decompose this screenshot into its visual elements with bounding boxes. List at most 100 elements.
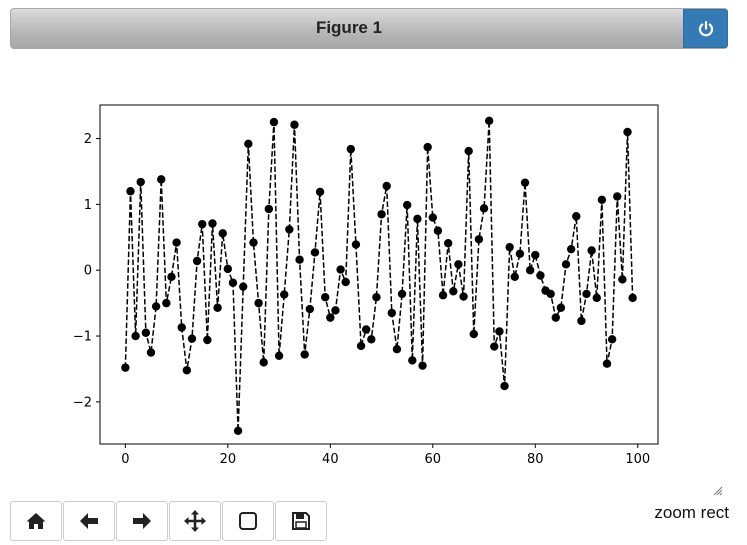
data-point [413,214,422,224]
data-point [505,242,514,252]
data-point [131,331,140,341]
data-point [515,249,525,258]
data-point [474,235,484,244]
data-point [597,195,607,204]
data-point [321,293,330,302]
data-point [623,127,632,137]
data-point [582,289,591,299]
data-point [618,275,627,284]
data-point [546,289,555,299]
data-point [269,117,279,127]
data-point [454,260,463,269]
data-point [290,120,299,129]
data-point [167,272,176,281]
resize-grip-icon[interactable] [712,485,724,497]
data-point [551,313,560,322]
data-point [556,303,566,312]
data-point [572,212,581,221]
x-tick-label: 20 [220,452,237,467]
data-point [428,213,437,222]
data-point [382,181,391,191]
back-button[interactable] [63,501,115,541]
data-point [561,260,571,269]
data-point [408,356,417,365]
data-point [484,116,494,126]
close-figure-button[interactable] [683,9,728,48]
data-point [520,178,530,187]
x-axis: 0 20 40 60 80 100 [121,444,650,467]
y-tick-label: 1 [84,198,92,213]
data-point [577,316,586,326]
data-point [280,290,289,299]
data-point [536,271,545,280]
data-point [182,366,192,375]
figure-titlebar: Figure 1 [10,8,728,49]
data-point [331,306,340,315]
data-point [397,289,407,299]
data-point [464,146,473,156]
save-button[interactable] [275,501,327,541]
data-point [300,350,309,359]
data-point [244,139,253,149]
status-message: zoom rect [654,503,729,522]
home-button[interactable] [10,501,62,541]
data-point [402,200,412,210]
data-point [602,359,612,368]
y-tick-label: 2 [84,132,92,147]
data-point [187,334,197,343]
data-point [443,239,453,248]
data-point [613,192,622,201]
data-point [372,293,381,302]
data-point [351,240,361,249]
data-point [172,238,181,247]
data-point [469,329,478,339]
data-point [479,204,489,213]
y-axis: 2 1 0 −1 −2 [73,132,100,410]
data-point [239,282,248,291]
data-point [525,266,535,275]
move-icon [184,510,206,532]
y-tick-label: −2 [73,395,92,410]
data-point [162,298,171,308]
axes-frame [99,104,659,445]
data-point [136,177,145,187]
data-point [341,277,350,287]
figure-title: Figure 1 [315,18,383,37]
data-point [249,238,258,247]
data-point [126,187,135,196]
data-point [259,358,268,367]
figure-canvas[interactable]: 0 20 40 60 80 100 2 1 0 −1 −2 [0,0,747,495]
x-tick-label: 100 [625,452,650,467]
data-point [438,291,448,300]
data-point [531,250,540,260]
data-point [377,210,386,219]
data-point [157,175,166,184]
data-point [203,335,212,345]
home-icon [26,513,46,529]
series-markers [121,116,637,436]
data-point [213,303,222,312]
data-point [510,272,519,281]
data-point [141,328,151,337]
data-point [587,246,596,255]
axes-background [100,105,658,444]
data-point [285,225,294,234]
data-point [459,292,468,301]
data-point [274,351,284,360]
y-tick-label: 0 [84,264,92,279]
forward-button[interactable] [116,501,168,541]
data-point [367,335,376,344]
data-point [254,298,263,308]
data-point [198,219,207,229]
arrow-right-icon [133,513,151,529]
y-tick-label: −1 [73,330,92,345]
data-point [315,187,325,197]
x-tick-label: 40 [322,452,339,467]
data-point [305,304,315,314]
data-point [310,248,320,257]
zoom-button[interactable] [222,501,274,541]
pan-button[interactable] [169,501,221,541]
data-point [449,287,458,296]
data-point [392,345,402,354]
data-point [326,313,335,322]
